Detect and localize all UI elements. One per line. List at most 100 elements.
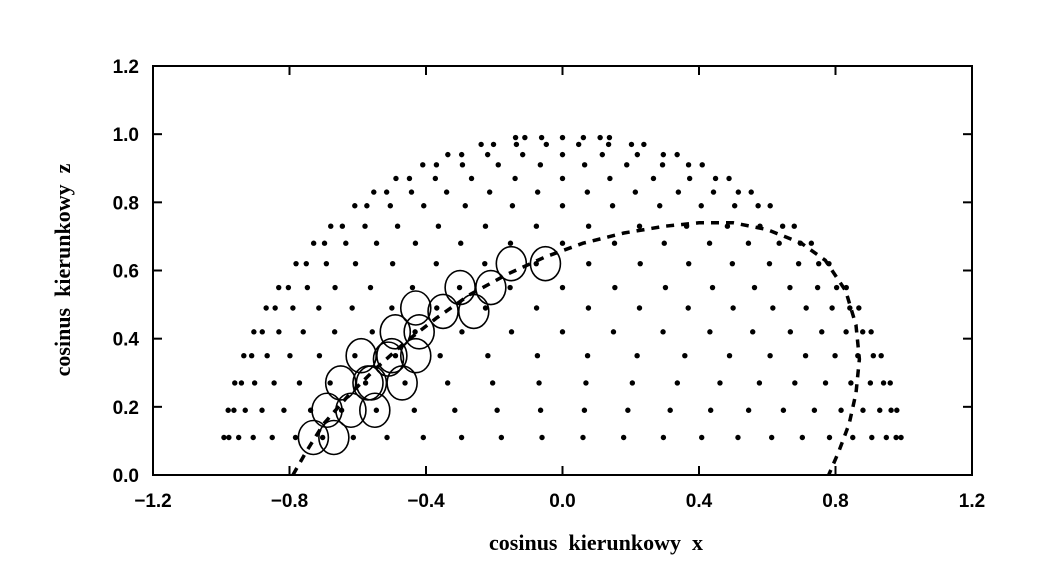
data-point	[509, 203, 516, 209]
data-point	[519, 151, 526, 158]
data-point	[584, 353, 591, 359]
data-point	[285, 284, 292, 291]
data-point	[537, 407, 544, 413]
data-point	[888, 407, 894, 413]
data-point	[808, 240, 815, 246]
data-point	[513, 141, 520, 148]
data-point	[394, 223, 401, 229]
data-point	[406, 175, 413, 182]
data-point	[362, 380, 369, 386]
data-point	[367, 284, 374, 291]
data-point	[458, 151, 465, 158]
y-tick-label: 0.4	[113, 330, 140, 351]
data-point	[766, 260, 773, 267]
data-point	[512, 134, 519, 141]
data-point	[350, 434, 357, 441]
plot-frame	[152, 65, 973, 476]
data-point	[412, 329, 418, 335]
data-point	[459, 329, 465, 335]
data-point	[559, 175, 566, 182]
data-point	[507, 284, 513, 291]
data-point	[349, 305, 355, 311]
data-point	[328, 223, 334, 229]
data-point	[860, 407, 866, 413]
data-point	[303, 260, 309, 267]
data-point	[877, 407, 883, 413]
highlight-point	[355, 365, 388, 401]
highlight-point	[386, 365, 418, 401]
data-point	[432, 175, 439, 182]
data-point	[443, 189, 450, 195]
x-tick-label: −0.4	[407, 491, 445, 512]
data-point	[537, 162, 544, 168]
data-point	[609, 203, 616, 209]
data-point	[768, 434, 775, 441]
data-point	[706, 240, 713, 246]
data-point	[304, 284, 311, 291]
data-point	[745, 240, 752, 246]
data-point	[321, 240, 328, 246]
highlight-point	[403, 314, 435, 350]
x-tick-label: 0.4	[686, 491, 713, 512]
data-point	[287, 353, 293, 359]
data-point	[611, 240, 618, 246]
data-point	[822, 380, 829, 386]
data-point	[559, 134, 566, 141]
data-point	[710, 189, 717, 195]
data-point	[833, 284, 840, 291]
data-point	[610, 329, 617, 335]
data-point	[634, 151, 641, 158]
data-point	[364, 203, 370, 209]
data-point	[607, 175, 613, 182]
data-point	[894, 407, 900, 413]
data-point	[698, 203, 704, 209]
data-point	[389, 305, 395, 311]
data-point	[292, 434, 299, 441]
data-point	[507, 240, 514, 246]
data-point	[539, 434, 545, 441]
data-point	[787, 329, 794, 335]
data-point	[795, 260, 802, 267]
data-point	[575, 141, 582, 148]
data-point	[792, 380, 798, 386]
data-point	[373, 240, 380, 246]
data-point	[776, 240, 782, 246]
x-tick-label: −0.8	[271, 491, 309, 512]
data-point	[485, 353, 491, 359]
data-point	[420, 434, 426, 441]
data-point	[393, 175, 399, 182]
data-point	[606, 134, 613, 141]
data-point	[435, 223, 442, 229]
data-point	[650, 175, 657, 182]
data-point	[339, 223, 346, 229]
data-point	[756, 380, 763, 386]
data-point	[779, 223, 786, 229]
data-point	[597, 134, 603, 141]
data-point	[533, 305, 540, 311]
data-point	[392, 353, 399, 359]
data-point	[767, 353, 773, 359]
data-point	[856, 305, 862, 311]
data-point	[433, 162, 440, 168]
data-point	[352, 353, 358, 359]
data-point	[685, 305, 691, 311]
data-point	[585, 223, 592, 229]
data-point	[316, 305, 322, 311]
data-point	[452, 407, 458, 413]
data-point	[331, 329, 338, 335]
data-point	[868, 329, 874, 335]
data-point	[838, 407, 844, 413]
data-point	[559, 284, 566, 291]
data-point	[559, 329, 566, 335]
data-point	[263, 305, 269, 311]
data-point	[411, 407, 418, 413]
data-point	[434, 305, 440, 311]
data-point	[726, 175, 732, 182]
data-point	[259, 329, 265, 335]
data-point	[538, 134, 545, 141]
x-tick-label: 1.2	[959, 491, 985, 512]
data-point	[489, 380, 496, 386]
data-point	[437, 353, 443, 359]
data-point	[559, 151, 566, 158]
data-point	[276, 284, 282, 291]
